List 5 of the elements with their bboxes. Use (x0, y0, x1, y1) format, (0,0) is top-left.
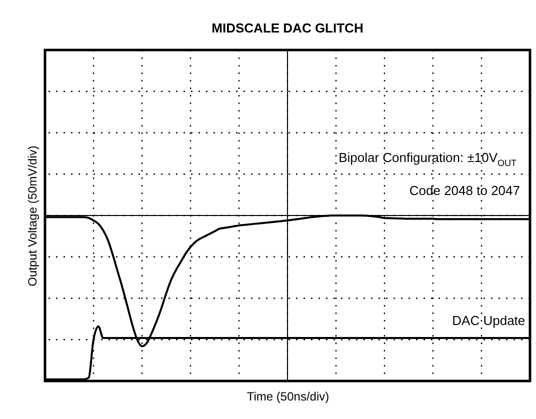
y-axis-title: Output Voltage (50mV/div) (26, 146, 40, 286)
x-axis-title: Time (50ns/div) (246, 390, 330, 404)
text: Code 2048 to 2047 (409, 183, 520, 198)
series-label: DAC Update (452, 312, 526, 328)
chart-title: MIDSCALE DAC GLITCH (212, 20, 364, 36)
